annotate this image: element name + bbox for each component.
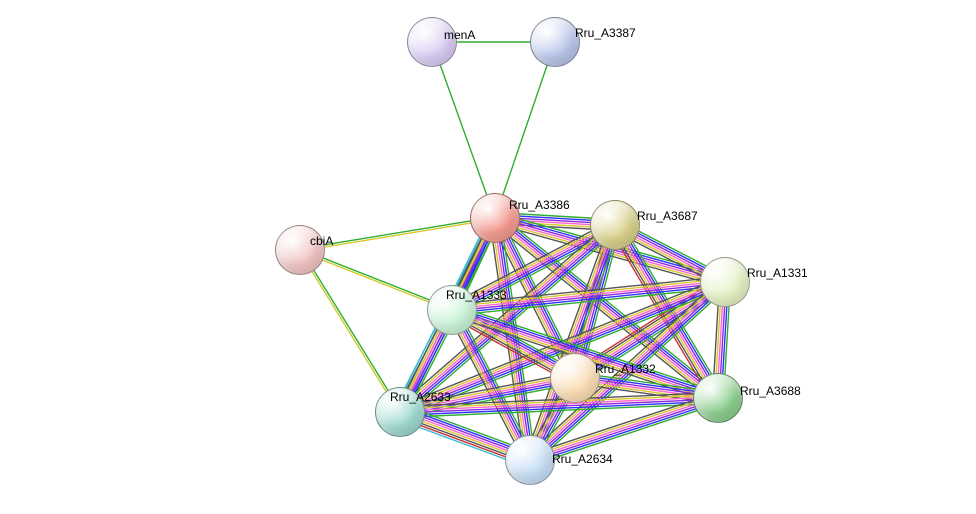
node-Rru_A3387[interactable]	[530, 17, 580, 67]
node-Rru_A3687[interactable]	[590, 200, 640, 250]
node-Rru_A1332[interactable]	[550, 353, 600, 403]
node-Rru_A3386[interactable]	[470, 193, 520, 243]
edge-line	[495, 42, 555, 218]
node-Rru_A2633[interactable]	[375, 387, 425, 437]
node-Rru_A1333[interactable]	[427, 285, 477, 335]
node-Rru_A1331[interactable]	[700, 257, 750, 307]
network-viewport: menARru_A3387Rru_A3386Rru_A3687cbiARru_A…	[0, 0, 976, 514]
node-Rru_A3688[interactable]	[693, 373, 743, 423]
edge-line	[300, 217, 495, 249]
node-cbiA[interactable]	[275, 225, 325, 275]
edge-line	[432, 42, 495, 218]
edge-layer	[0, 0, 976, 514]
node-Rru_A2634[interactable]	[505, 435, 555, 485]
edge-line	[300, 219, 495, 251]
node-menA[interactable]	[407, 17, 457, 67]
edge-line	[301, 249, 401, 411]
edge-line	[299, 251, 399, 413]
